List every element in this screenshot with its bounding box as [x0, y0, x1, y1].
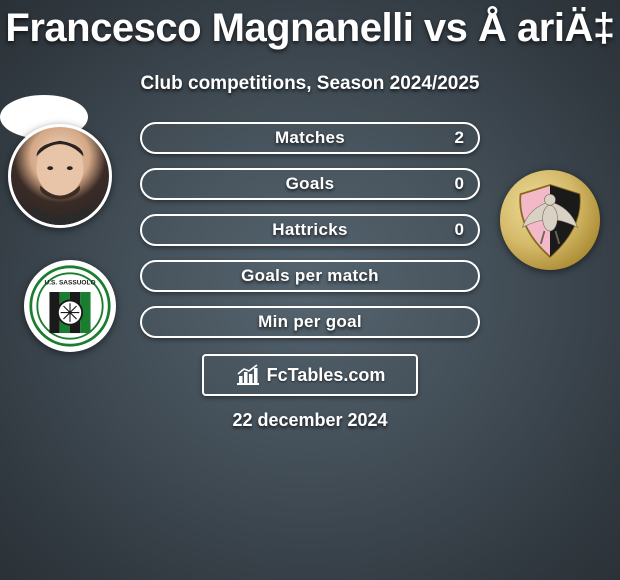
palermo-crest-icon: [504, 174, 596, 266]
infographic-card: Francesco Magnanelli vs Å ariÄ‡ Club com…: [0, 0, 620, 580]
stat-label: Goals per match: [241, 266, 379, 286]
stat-value: 0: [455, 174, 464, 194]
stat-row-hattricks: Hattricks 0: [140, 214, 480, 246]
stat-value: 0: [455, 220, 464, 240]
stat-label: Hattricks: [272, 220, 347, 240]
stat-row-goals: Goals 0: [140, 168, 480, 200]
stat-value: 2: [455, 128, 464, 148]
watermark: FcTables.com: [202, 354, 418, 396]
page-title: Francesco Magnanelli vs Å ariÄ‡: [0, 0, 620, 51]
stat-row-min-per-goal: Min per goal: [140, 306, 480, 338]
player1-club-badge: U.S. SASSUOLO: [24, 260, 116, 352]
chart-icon: [235, 364, 261, 386]
stat-label: Matches: [275, 128, 345, 148]
player2-club-badge: [500, 170, 600, 270]
stat-label: Goals: [286, 174, 335, 194]
subtitle: Club competitions, Season 2024/2025: [0, 73, 620, 95]
stat-row-goals-per-match: Goals per match: [140, 260, 480, 292]
stat-label: Min per goal: [258, 312, 362, 332]
footer-date: 22 december 2024: [0, 410, 620, 431]
stat-row-matches: Matches 2: [140, 122, 480, 154]
player1-face-icon: [11, 127, 109, 225]
sassuolo-crest-icon: U.S. SASSUOLO: [28, 264, 112, 348]
stats-bars: Matches 2 Goals 0 Hattricks 0 Goals per …: [140, 122, 480, 352]
watermark-text: FcTables.com: [267, 365, 386, 386]
player1-avatar: [8, 124, 112, 228]
club1-text: U.S. SASSUOLO: [44, 280, 95, 287]
